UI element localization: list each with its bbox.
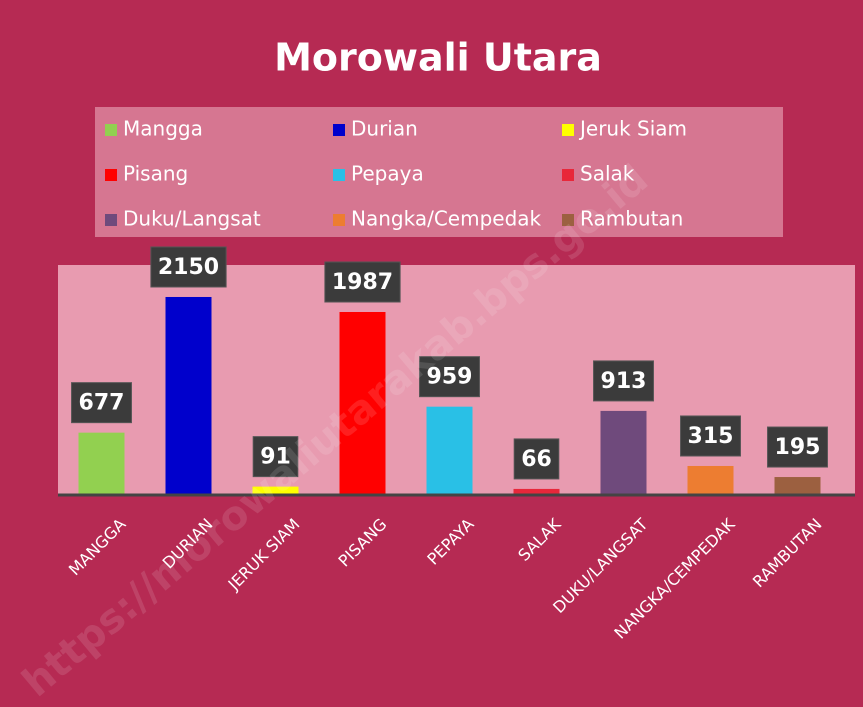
data-label-box <box>680 415 741 457</box>
bar <box>774 477 821 495</box>
data-label-box <box>71 382 132 424</box>
data-label-box <box>150 246 227 288</box>
bar <box>78 432 125 495</box>
legend-swatch <box>105 169 117 181</box>
legend-label: Nangka/Cempedak <box>351 207 542 231</box>
data-label: 1987 <box>332 270 393 295</box>
legend-label: Jeruk Siam <box>578 117 687 141</box>
legend-swatch <box>333 169 345 181</box>
legend-label: Salak <box>580 162 635 186</box>
data-label-box <box>513 438 560 480</box>
data-label: 677 <box>79 391 125 416</box>
data-label-box <box>419 356 480 398</box>
data-label: 959 <box>427 365 473 390</box>
bar <box>339 311 386 495</box>
bar <box>165 296 212 495</box>
data-label: 913 <box>601 369 647 394</box>
legend-swatch <box>562 124 574 136</box>
legend-label: Pepaya <box>351 162 424 186</box>
legend-label: Durian <box>351 117 418 141</box>
data-label: 195 <box>775 435 821 460</box>
data-label-box <box>593 360 654 402</box>
legend-swatch <box>105 124 117 136</box>
bar <box>252 486 299 495</box>
bar <box>513 488 560 495</box>
legend-swatch <box>562 214 574 226</box>
legend-label: Rambutan <box>580 207 683 231</box>
data-label-box <box>324 261 401 303</box>
data-label: 315 <box>688 424 734 449</box>
data-label: 91 <box>260 445 291 470</box>
legend-label: Pisang <box>123 162 188 186</box>
data-label: 66 <box>521 447 552 472</box>
legend-box <box>95 107 783 237</box>
legend-swatch <box>333 214 345 226</box>
legend-swatch <box>105 214 117 226</box>
data-labels: 677 2150 91 1987 959 66 913 315 195 <box>71 246 828 480</box>
legend-swatch <box>562 169 574 181</box>
bar <box>600 410 647 495</box>
chart-title: Morowali Utara <box>274 36 602 80</box>
data-label: 2150 <box>158 255 219 280</box>
data-label-box <box>252 436 299 478</box>
bar <box>426 406 473 495</box>
legend-swatch <box>333 124 345 136</box>
bar <box>687 465 734 495</box>
legend-label: Duku/Langsat <box>123 207 261 231</box>
data-label-box <box>767 426 828 468</box>
legend-label: Mangga <box>123 117 203 141</box>
